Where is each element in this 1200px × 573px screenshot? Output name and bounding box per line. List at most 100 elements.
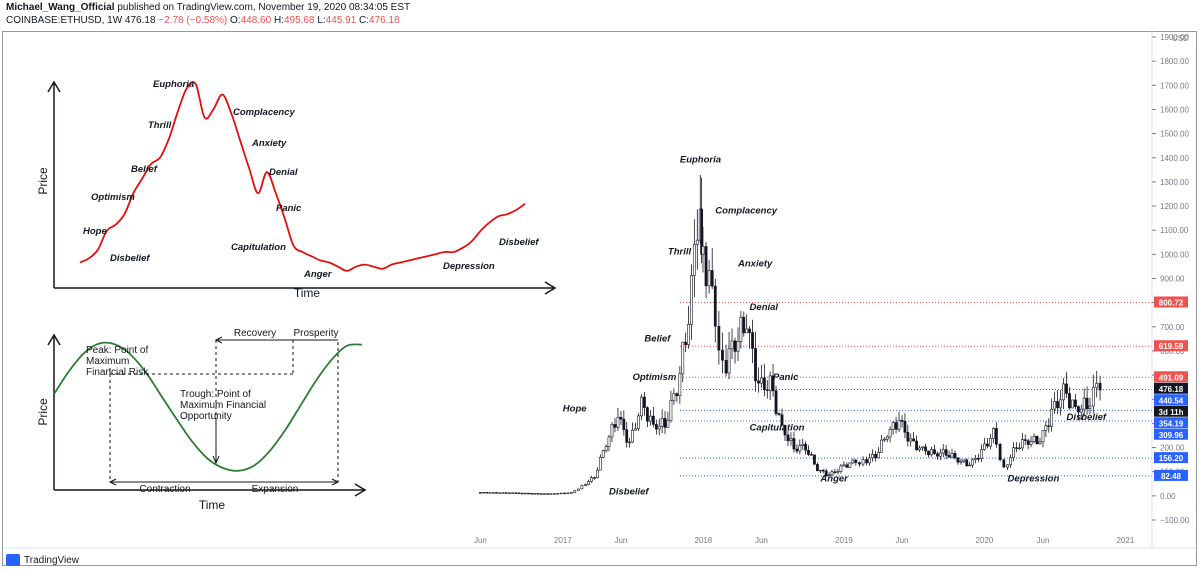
price-tick-label: 1600.00 [1160, 105, 1189, 114]
candle-body [646, 407, 649, 422]
chart-frame[interactable] [2, 31, 1197, 566]
candle-body [994, 428, 998, 445]
candle-body [721, 349, 724, 361]
price-tag-label: 491.09 [1159, 373, 1184, 382]
expansion-label: Expansion [252, 484, 299, 495]
psych-ann-anger: Anger [303, 269, 333, 280]
candle-body [701, 246, 705, 255]
candle-body [748, 328, 751, 333]
candle-body [792, 438, 796, 450]
candle-body [730, 340, 734, 350]
peak-annotation-line: Peak: Point of [86, 345, 148, 356]
high-value: 495.68 [283, 15, 315, 26]
candle-body [593, 477, 596, 479]
candle-body [485, 492, 489, 494]
candle-body [631, 429, 634, 443]
candle-body [643, 396, 646, 408]
candle-body [498, 492, 502, 494]
candle-body [559, 492, 563, 495]
psych-ann-thrill: Thrill [148, 120, 172, 131]
candle-body [968, 464, 972, 467]
candle-body [580, 485, 584, 490]
candle-body [628, 441, 632, 444]
eth-annotation: Thrill [668, 246, 692, 257]
candle-body [640, 396, 643, 417]
candle-body [936, 453, 939, 457]
price-tick-label: 600.00 [1160, 347, 1185, 356]
candle-body [1059, 399, 1062, 409]
candle-body [552, 493, 556, 495]
candle-body [649, 415, 652, 422]
candle-body [813, 454, 816, 465]
candle-body [959, 460, 963, 463]
publication-credit: Michael_Wang_Official published on Tradi… [6, 2, 410, 13]
candle-body [616, 416, 620, 428]
candle-body [576, 488, 580, 491]
eth-annotation: Complacency [715, 205, 777, 216]
candle-body [742, 316, 746, 334]
candle-body [634, 428, 637, 431]
time-tick-label: 2017 [554, 536, 572, 545]
candle-body [672, 393, 676, 401]
eth-annotation: Hope [563, 403, 587, 414]
published-date: published on TradingView.com, November 1… [117, 2, 411, 13]
candle-body [903, 421, 907, 433]
candle-body [827, 474, 831, 476]
candle-body [1026, 440, 1030, 445]
candle-body [956, 457, 960, 463]
candle-body [625, 429, 629, 443]
time-tick-label: 2019 [835, 536, 853, 545]
candle-body [536, 493, 540, 495]
currency-label[interactable]: USD [1172, 34, 1189, 43]
candle-body [871, 453, 874, 459]
candle-body [566, 492, 570, 494]
price-tag-box [1154, 382, 1188, 394]
candle-body [663, 418, 667, 428]
candle-body [622, 418, 626, 430]
price-change: −2.78 (−0.58%) [158, 15, 228, 26]
psych-ann-depression: Depression [443, 261, 495, 272]
time-scale[interactable]: Jun 2017 Jun 2018 Jun 2019 Jun 2020 Jun 2021 [474, 536, 1135, 545]
candle-body [619, 416, 623, 420]
candle-body [695, 239, 699, 245]
author-name[interactable]: Michael_Wang_Official [6, 2, 115, 13]
eth-annotation: Disbelief [1066, 412, 1106, 423]
candle-body [789, 438, 793, 442]
psych-y-arrow [47, 80, 61, 93]
candle-body [495, 492, 498, 494]
candle-body [527, 492, 530, 495]
candle-body [927, 450, 930, 456]
candle-body [882, 438, 886, 441]
economic-cycle-chart: Price Time Peak: Point of Maximum Financia… [36, 328, 367, 512]
candle-body [836, 471, 840, 473]
candle-body [504, 492, 508, 494]
candle-body [1095, 382, 1099, 388]
candle-body [563, 492, 566, 495]
candle-body [944, 449, 948, 456]
candle-body [845, 464, 849, 468]
candle-body [894, 422, 898, 430]
candle-body [868, 457, 872, 464]
candle-body [965, 459, 969, 467]
peak-annotation: Peak: Point of Maximum Financial Risk [86, 345, 149, 378]
price-scale[interactable]: −100.000.00100.00200.00300.00400.00500.0… [1152, 33, 1190, 525]
eth-annotation: Anxiety [737, 258, 773, 269]
cycle-xlabel: Time [199, 498, 226, 512]
candle-body [1020, 439, 1024, 449]
tradingview-logo[interactable]: TradingView [6, 554, 79, 566]
candle-body [727, 348, 731, 374]
psych-ann-euphoria: Euphoria [153, 79, 194, 90]
price-tick-label: 1200.00 [1160, 202, 1189, 211]
candle-body [1012, 447, 1015, 458]
candle-body [1032, 435, 1036, 442]
candle-body [757, 380, 760, 384]
candle-body [1038, 441, 1042, 445]
eth-price-chart[interactable]: Hope Disbelief Optimism Belief Thrill Euphori… [3, 31, 1196, 549]
trough-annotation: Trough: Point of Maximum Financial Opportu… [180, 389, 266, 422]
symbol-label[interactable]: COINBASE:ETHUSD, 1W [6, 15, 123, 26]
trough-annotation-line: Trough: Point of [180, 389, 251, 400]
price-tick-label: 0.00 [1160, 492, 1176, 501]
candle-body [1074, 399, 1077, 407]
candle-body [998, 443, 1002, 461]
